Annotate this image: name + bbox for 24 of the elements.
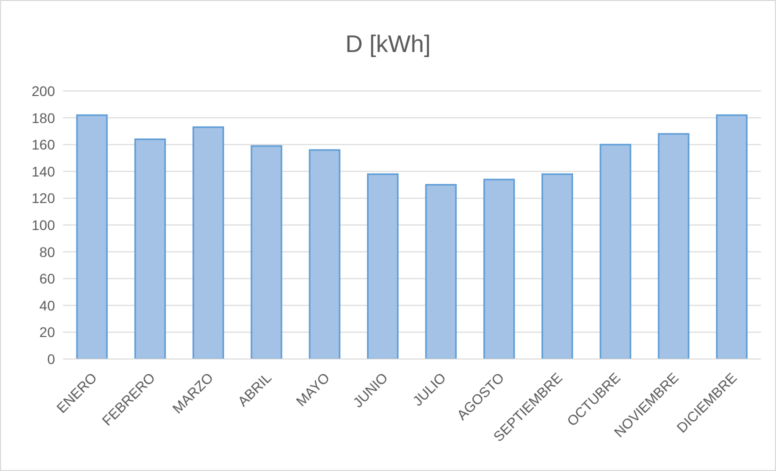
bar (600, 144, 632, 359)
y-tick-label: 200 (32, 82, 56, 99)
y-tick-label: 60 (39, 270, 56, 287)
bar (192, 126, 224, 359)
bar (425, 184, 457, 359)
y-tick-label: 120 (32, 190, 56, 206)
bar (308, 149, 340, 359)
y-tick-label: 40 (39, 297, 56, 314)
bar (76, 114, 108, 359)
y-tick-label: 20 (39, 324, 56, 340)
y-tick-label: 160 (32, 136, 56, 153)
y-tick-label: 180 (32, 110, 56, 126)
bar (367, 173, 399, 359)
y-tick-label: 100 (32, 216, 56, 233)
y-tick-label: 0 (47, 350, 56, 367)
y-tick-label: 140 (32, 163, 56, 180)
bar (250, 145, 282, 359)
bar (658, 133, 690, 359)
chart-title: D [kWh] (344, 31, 432, 59)
y-tick-label: 80 (39, 244, 56, 260)
bar (542, 173, 574, 359)
bar (134, 138, 166, 359)
bar (716, 114, 748, 359)
bar (483, 178, 515, 359)
